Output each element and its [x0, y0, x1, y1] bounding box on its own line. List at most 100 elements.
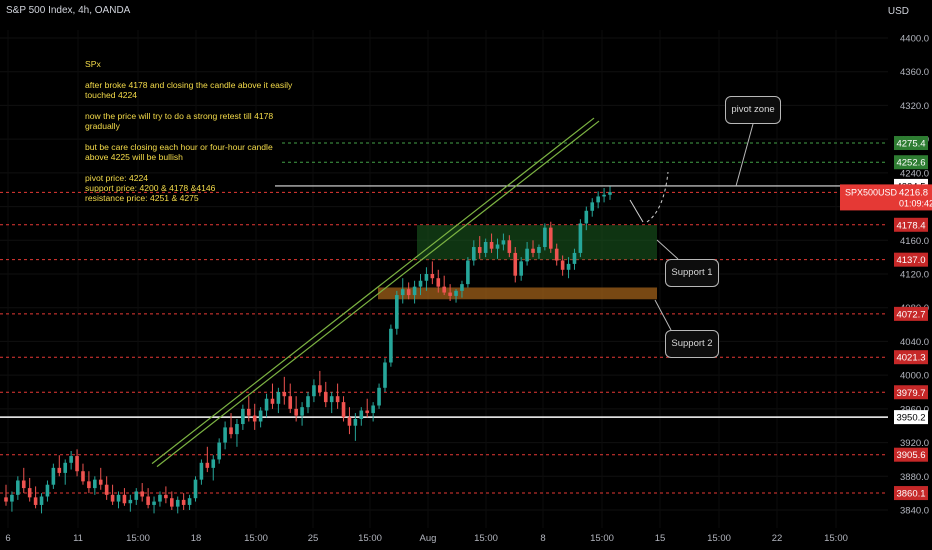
candle	[158, 491, 162, 507]
candle	[418, 274, 423, 296]
candle-body	[252, 415, 257, 422]
price-label-box	[894, 385, 928, 400]
price-label-box	[894, 252, 928, 267]
candle	[329, 392, 334, 414]
price-label: 3979.7	[896, 388, 925, 399]
candle-body	[448, 292, 452, 296]
candle	[75, 449, 79, 477]
candle-body	[128, 499, 133, 504]
candle-body	[560, 260, 565, 270]
price-label-box	[894, 350, 928, 365]
notes-levels: pivot price: 4224 support price: 4200 & …	[85, 173, 335, 203]
current-price-value: 4216.8	[899, 187, 928, 198]
candle	[241, 404, 245, 430]
candle-body	[87, 481, 91, 489]
candle-body	[193, 479, 198, 499]
x-tick-label: 22	[772, 533, 783, 544]
support-2-zone	[378, 287, 657, 300]
candle-body	[578, 223, 583, 253]
candle-body	[4, 497, 8, 502]
candle	[395, 290, 399, 335]
candle	[359, 407, 364, 426]
candle	[199, 459, 204, 485]
candle	[353, 413, 358, 441]
candle	[16, 476, 20, 500]
trend-line-lower	[151, 117, 595, 465]
candle-body	[442, 286, 446, 293]
candle	[377, 383, 381, 409]
candle-body	[312, 385, 316, 397]
candle	[501, 233, 506, 251]
y-tick-label: 3960.0	[900, 404, 929, 415]
support-2-callout[interactable]: Support 2	[665, 330, 719, 358]
candle	[572, 248, 577, 270]
candle-body	[63, 462, 68, 473]
candle	[389, 324, 393, 367]
pivot-zone-callout[interactable]: pivot zone	[725, 96, 781, 124]
candle	[489, 233, 494, 253]
candle	[578, 219, 583, 258]
candle-body	[371, 405, 375, 414]
x-tick-label: 15:00	[824, 533, 848, 544]
candle-body	[146, 496, 150, 505]
candle-body	[460, 284, 464, 291]
candle	[205, 446, 210, 473]
candle	[400, 278, 405, 304]
candle	[175, 496, 180, 514]
candle	[525, 241, 529, 266]
candle	[412, 280, 417, 304]
current-price-countdown: 01:09:42	[899, 198, 932, 208]
candle	[282, 376, 287, 405]
candle	[347, 407, 352, 435]
candle	[288, 383, 293, 414]
candle-body	[33, 497, 38, 505]
candle	[531, 240, 535, 258]
candle	[519, 257, 523, 281]
candle	[110, 484, 115, 505]
annotation-arrows	[629, 123, 754, 331]
notes-title: SPx	[85, 59, 101, 69]
candle-body	[395, 295, 399, 329]
candle-body	[98, 479, 103, 485]
price-label: 4275.4	[896, 139, 925, 150]
price-label: 4021.3	[896, 353, 925, 364]
candle-body	[596, 196, 600, 203]
x-tick-label: 6	[5, 533, 10, 544]
candle-body	[602, 194, 606, 197]
candle-body	[424, 274, 429, 281]
x-tick-label: 15:00	[358, 533, 382, 544]
candle	[365, 398, 370, 418]
candle-body	[507, 240, 512, 253]
candle	[543, 223, 547, 251]
candle	[128, 494, 133, 512]
candle-body	[525, 248, 529, 262]
notes-pivot: pivot price: 4224	[85, 173, 149, 183]
candle	[33, 486, 38, 509]
candle	[430, 261, 435, 285]
candle	[140, 483, 144, 502]
candle-body	[513, 252, 518, 276]
candle	[560, 255, 565, 276]
candle-body	[537, 247, 541, 253]
candle	[548, 221, 553, 253]
candle-body	[158, 494, 162, 502]
candle-body	[543, 227, 547, 248]
candle	[211, 455, 216, 481]
candle	[406, 282, 411, 300]
support-1-pointer	[656, 239, 679, 260]
candle	[335, 383, 340, 409]
candle	[181, 493, 186, 510]
candle-body	[187, 498, 192, 505]
breakout-arrow	[646, 171, 669, 223]
candle	[57, 455, 62, 477]
support-1-callout[interactable]: Support 1	[665, 259, 719, 287]
y-tick-label: 4240.0	[900, 168, 929, 179]
candle	[566, 257, 571, 279]
notes-resistance: resistance price: 4251 & 4275	[85, 193, 199, 203]
candle	[152, 496, 156, 514]
candle-body	[45, 484, 50, 497]
candle-body	[93, 479, 97, 489]
candle	[276, 387, 281, 414]
candle-body	[472, 247, 476, 261]
